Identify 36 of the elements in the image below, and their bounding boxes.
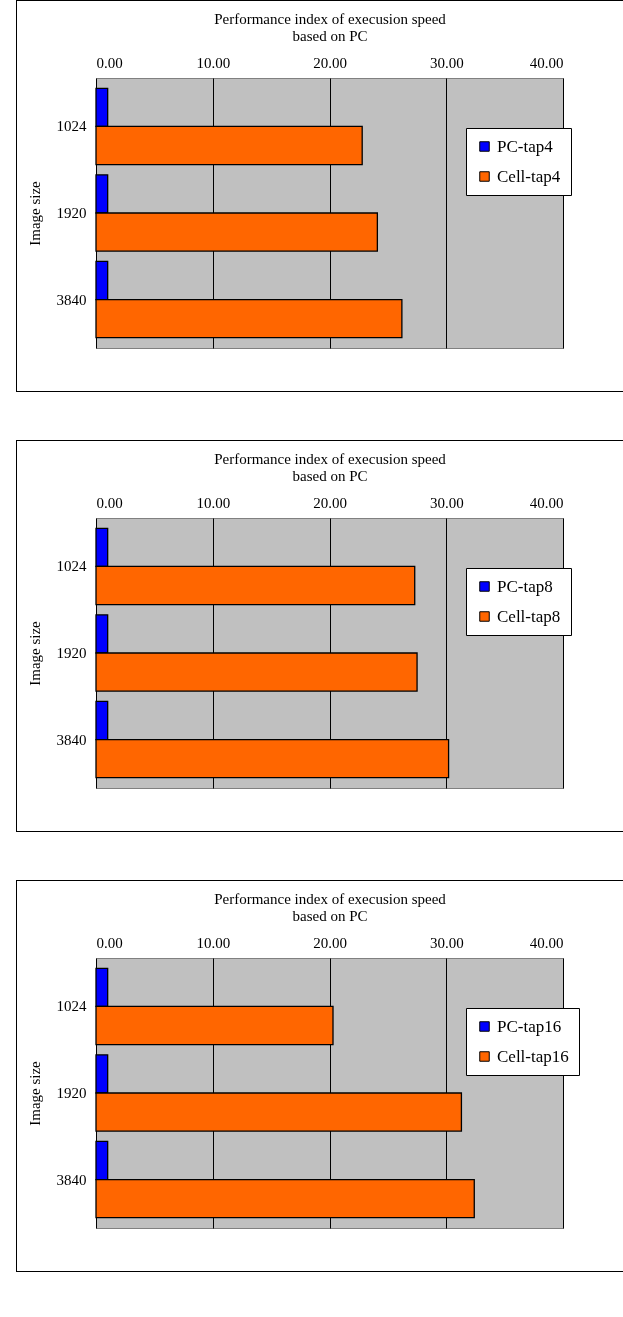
- legend-label: PC-tap4: [497, 136, 554, 156]
- x-tick-label: 40.00: [529, 934, 564, 951]
- x-tick-label: 40.00: [529, 494, 564, 511]
- x-tick-label: 30.00: [429, 494, 464, 511]
- x-tick-label: 10.00: [196, 934, 231, 951]
- x-axis-title: Performance index of execusion speed based on PC: [214, 10, 447, 44]
- x-tick-label: 30.00: [429, 934, 464, 951]
- y-tick-label: 1024: [56, 558, 87, 575]
- x-tick-label: 20.00: [313, 494, 347, 511]
- legend-label: Cell-tap4: [497, 166, 561, 186]
- y-axis-title: Image size: [26, 620, 43, 686]
- x-axis-title: Performance index of execusion speed based on PC: [214, 890, 447, 924]
- x-tick-label: 20.00: [313, 54, 347, 71]
- x-tick-label: 0.00: [96, 494, 123, 511]
- y-tick-label: 3840: [56, 1171, 87, 1188]
- x-tick-label: 0.00: [96, 934, 123, 951]
- legend-label: PC-tap8: [497, 576, 553, 596]
- y-tick-label: 1024: [56, 998, 87, 1015]
- y-tick-label: 1024: [56, 118, 87, 135]
- legend-label: Cell-tap8: [497, 606, 561, 626]
- legend-label: Cell-tap16: [497, 1046, 569, 1066]
- x-tick-label: 30.00: [429, 54, 464, 71]
- y-tick-label: 3840: [56, 731, 87, 748]
- x-tick-label: 10.00: [196, 54, 231, 71]
- y-tick-label: 3840: [56, 291, 87, 308]
- x-tick-label: 20.00: [313, 934, 347, 951]
- x-axis-title: Performance index of execusion speed based on PC: [214, 450, 447, 484]
- x-tick-label: 10.00: [196, 494, 231, 511]
- legend-label: PC-tap16: [497, 1016, 562, 1036]
- x-tick-label: 40.00: [529, 54, 564, 71]
- x-tick-label: 0.00: [96, 54, 123, 71]
- y-tick-label: 1920: [56, 645, 87, 661]
- y-axis-title: Image size: [26, 180, 43, 246]
- y-tick-label: 1920: [56, 205, 87, 221]
- y-tick-label: 1920: [56, 1085, 87, 1101]
- y-axis-title: Image size: [26, 1060, 43, 1126]
